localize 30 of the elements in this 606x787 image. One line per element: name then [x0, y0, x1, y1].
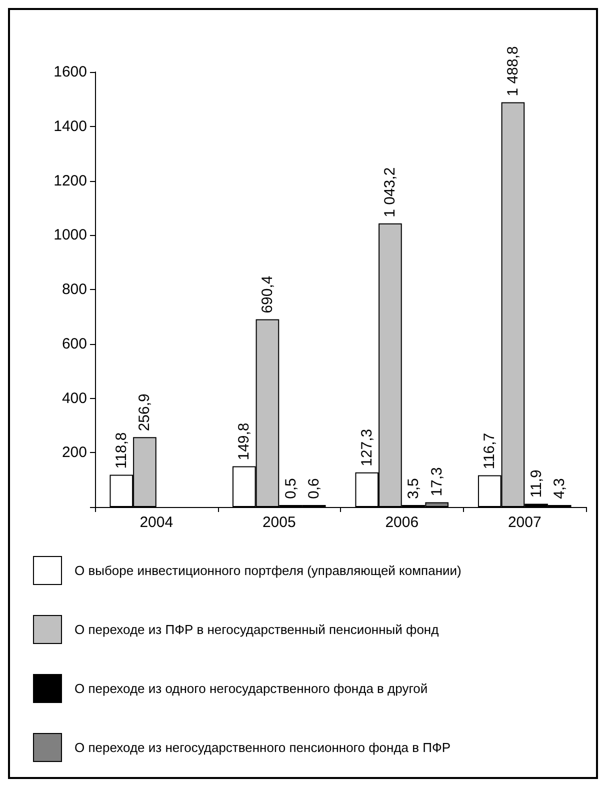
data-label: 256,9 — [136, 394, 154, 432]
x-tick-label: 2007 — [508, 514, 542, 531]
legend-label: О выборе инвестиционного портфеля (управляющей компании) — [74, 563, 462, 578]
x-tick-label: 2005 — [262, 514, 296, 531]
data-label: 0,6 — [306, 478, 323, 499]
data-label: 1 488,8 — [504, 46, 522, 96]
y-tick-label: 200 — [62, 444, 87, 462]
y-tick-label: 800 — [62, 281, 87, 298]
legend-label: О переходе из ПФР в негосударственный пенсионный фонд — [74, 622, 440, 637]
y-tick-label: 1000 — [54, 226, 87, 244]
data-label: 690,4 — [258, 276, 276, 314]
data-label: 0,5 — [282, 478, 300, 499]
data-label: 149,8 — [236, 422, 253, 460]
data-label: 3,5 — [405, 478, 422, 499]
y-tick-label: 1400 — [54, 118, 87, 135]
data-label: 4,3 — [551, 478, 568, 499]
y-tick-label: 400 — [62, 390, 87, 407]
y-tick-label: 1200 — [54, 172, 87, 190]
data-label: 118,8 — [112, 432, 130, 469]
data-label: 116,7 — [481, 432, 498, 470]
x-tick-label: 2006 — [385, 514, 419, 531]
data-label: 11,9 — [528, 470, 545, 498]
legend-label: О переходе из негосударственного пенсионного фонда в ПФР — [74, 740, 451, 755]
data-label: 1 043,2 — [382, 167, 399, 218]
y-tick-label: 600 — [62, 335, 87, 352]
legend-label: О переходе из одного негосударственного фонда в другой — [74, 681, 428, 696]
data-label: 17,3 — [428, 467, 446, 496]
data-label: 127,3 — [358, 428, 376, 466]
x-tick-label: 2004 — [140, 514, 174, 531]
y-tick-label: 1600 — [54, 64, 87, 80]
